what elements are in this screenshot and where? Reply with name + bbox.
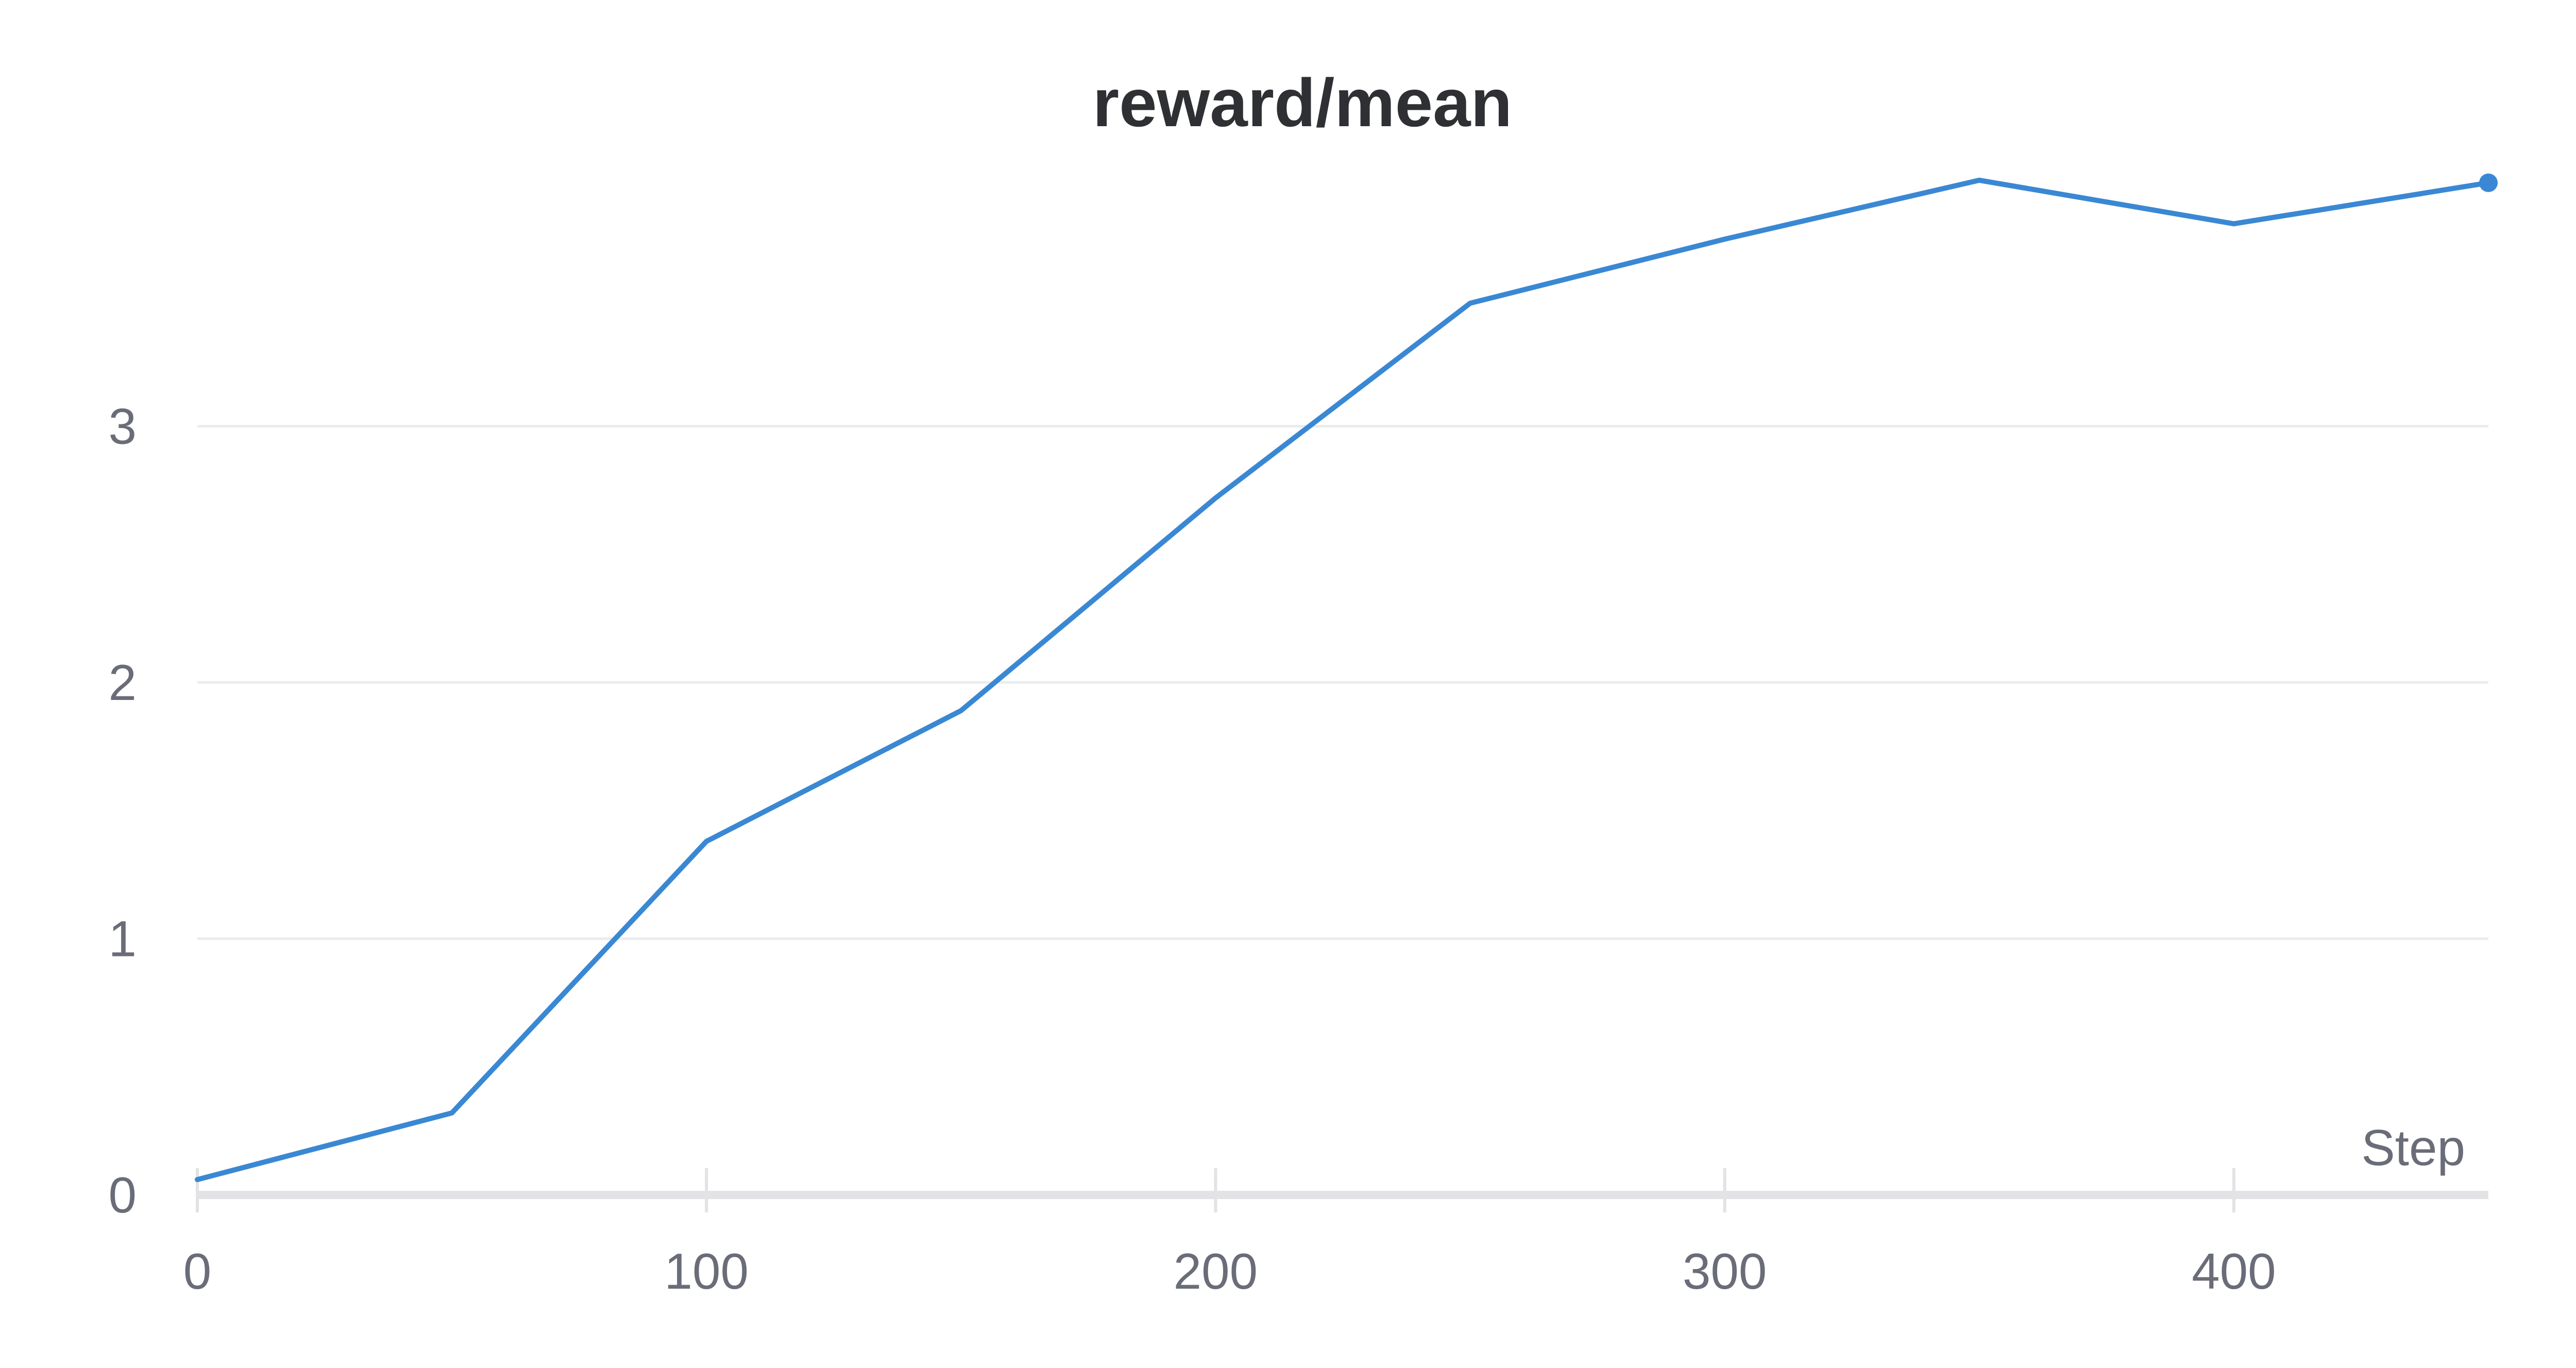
grid-lines (197, 425, 2488, 940)
x-tick-label-0: 0 (183, 1243, 212, 1299)
series-layer (195, 173, 2498, 1183)
x-tick-label-200: 200 (1174, 1243, 1258, 1299)
x-axis (196, 1168, 2488, 1212)
x-tick-label-400: 400 (2192, 1243, 2276, 1299)
y-tick-label-2: 2 (108, 654, 137, 711)
y-tick-label-0: 0 (108, 1167, 137, 1223)
y-tick-label-3: 3 (108, 398, 137, 455)
y-tick-label-1: 1 (108, 911, 137, 967)
chart-title: reward/mean (1092, 65, 1513, 141)
tick-labels: 0 100 200 300 400 0 1 2 3 (108, 398, 2276, 1300)
x-tick-label-300: 300 (1683, 1243, 1767, 1299)
series-end-point-0 (2479, 173, 2498, 192)
x-tick-label-100: 100 (664, 1243, 749, 1299)
x-axis-title: Step (2361, 1119, 2465, 1176)
series-line-0 (195, 177, 2491, 1183)
